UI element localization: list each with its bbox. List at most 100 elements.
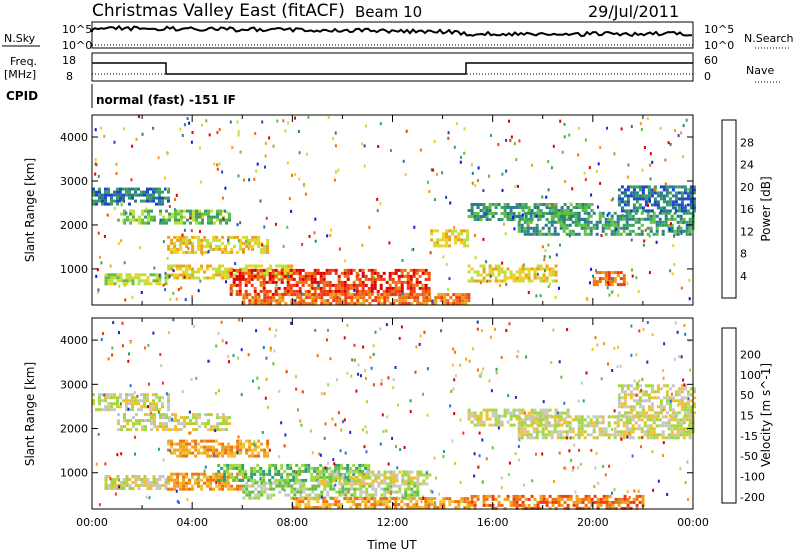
scatter-cell	[94, 158, 97, 162]
scatter-cell	[488, 174, 490, 178]
echo-cell	[604, 271, 608, 275]
scatter-cell	[403, 446, 406, 449]
echo-cell	[580, 217, 584, 221]
echo-cell	[101, 193, 104, 197]
echo-cell	[326, 479, 330, 483]
echo-cell	[147, 212, 150, 216]
echo-cell	[310, 280, 314, 284]
echo-cell	[383, 299, 387, 303]
echo-cell	[446, 302, 450, 306]
echo-cell	[352, 283, 356, 287]
echo-cell	[383, 473, 387, 477]
scatter-cell	[171, 417, 173, 421]
echo-cell	[340, 506, 344, 510]
echo-cell	[162, 428, 165, 432]
echo-cell	[463, 506, 467, 510]
echo-cell	[110, 282, 114, 286]
echo-cell	[503, 414, 507, 418]
scatter-cell	[278, 455, 281, 459]
echo-cell	[643, 424, 647, 428]
scatter-cell	[570, 458, 573, 462]
echo-cell	[195, 209, 198, 213]
echo-cell	[229, 466, 233, 470]
echo-cell	[551, 267, 555, 271]
scatter-cell	[482, 189, 485, 193]
scatter-cell	[221, 196, 224, 200]
echo-cell	[485, 414, 489, 418]
scatter-cell	[239, 221, 242, 225]
scatter-cell	[387, 490, 389, 494]
echo-cell	[117, 413, 120, 417]
echo-cell	[476, 494, 480, 498]
echo-cell	[560, 206, 564, 209]
echo-cell	[280, 280, 284, 284]
scatter-cell	[495, 371, 498, 375]
echo-cell	[653, 200, 657, 204]
echo-cell	[586, 220, 590, 224]
echo-cell	[530, 267, 534, 271]
echo-cell	[596, 500, 600, 504]
echo-cell	[221, 475, 225, 479]
echo-cell	[259, 280, 263, 284]
echo-cell	[464, 302, 468, 306]
echo-cell	[652, 421, 656, 425]
echo-cell	[422, 296, 426, 300]
echo-cell	[427, 274, 431, 278]
echo-cell	[677, 399, 681, 403]
echo-cell	[428, 473, 432, 477]
echo-cell	[616, 226, 620, 230]
scatter-cell	[301, 390, 304, 394]
scatter-cell	[379, 122, 382, 126]
echo-cell	[460, 500, 464, 504]
echo-cell	[619, 283, 623, 287]
echo-cell	[215, 238, 219, 242]
echo-cell	[107, 273, 111, 277]
echo-cell	[626, 393, 630, 397]
scatter-cell	[188, 410, 191, 414]
scatter-cell	[121, 321, 124, 325]
echo-cell	[316, 469, 320, 473]
scatter-cell	[123, 127, 125, 131]
echo-cell	[308, 293, 312, 297]
echo-cell	[683, 402, 687, 406]
echo-cell	[131, 187, 134, 191]
echo-cell	[113, 478, 117, 481]
scatter-cell	[187, 247, 190, 250]
echo-cell	[482, 408, 486, 412]
echo-cell	[412, 286, 416, 290]
echo-cell	[652, 436, 656, 440]
echo-cell	[215, 451, 219, 455]
velocity-echo-cells	[92, 318, 696, 510]
echo-cell	[518, 267, 522, 271]
noise-right-tick-top: 10^5	[704, 23, 734, 36]
echo-cell	[688, 418, 692, 422]
echo-cell	[526, 217, 530, 221]
echo-cell	[167, 405, 170, 409]
scatter-cell	[507, 394, 510, 398]
echo-cell	[550, 223, 554, 227]
echo-cell	[569, 497, 573, 501]
echo-cell	[95, 202, 98, 206]
echo-cell	[586, 424, 590, 428]
echo-cell	[176, 238, 180, 242]
echo-cell	[229, 463, 233, 467]
echo-cell	[629, 194, 633, 198]
echo-cell	[353, 476, 357, 480]
echo-cell	[671, 408, 675, 412]
scatter-cell	[683, 383, 686, 387]
echo-cell	[110, 196, 113, 200]
scatter-cell	[297, 408, 299, 412]
echo-cell	[538, 217, 542, 221]
echo-cell	[162, 416, 165, 420]
echo-cell	[298, 506, 302, 510]
echo-cell	[598, 280, 602, 284]
echo-cell	[293, 490, 297, 494]
echo-cell	[602, 494, 606, 498]
echo-cell	[641, 405, 645, 409]
echo-cell	[371, 299, 375, 303]
echo-cell	[367, 500, 371, 504]
echo-cell	[192, 215, 195, 219]
echo-cell	[368, 482, 372, 486]
echo-cell	[253, 289, 257, 293]
echo-cell	[470, 203, 474, 206]
